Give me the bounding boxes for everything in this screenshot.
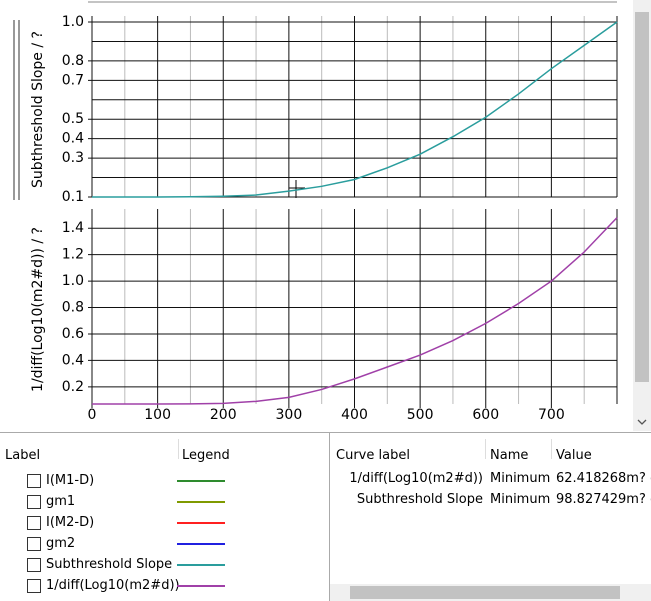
col-sep <box>178 439 179 459</box>
legend-row: gm2 <box>0 534 326 554</box>
checkbox[interactable] <box>27 579 41 593</box>
signal-label: gm1 <box>46 494 76 509</box>
legend-swatch <box>177 522 225 524</box>
signal-label: gm2 <box>46 536 76 551</box>
y-tick-label: 0.3 <box>62 150 84 166</box>
scroll-down[interactable] <box>633 415 651 431</box>
measure-table: Curve label Name Value 1/diff(Log10(m2#d)) M… <box>329 433 651 601</box>
measure-cell: 62.418268m? @ <box>556 471 651 486</box>
h-scrollbar[interactable] <box>330 584 651 601</box>
scroll-thumb[interactable] <box>635 12 649 382</box>
legend-row: I(M1-D) <box>0 471 326 491</box>
measure-cell: Minimum <box>490 492 551 507</box>
measure-cell: Subthreshold Slope <box>356 492 483 507</box>
column-header: Label <box>5 448 41 463</box>
y-tick-label: 0.4 <box>62 352 84 368</box>
bottom-panel: Label Legend I(M1-D) gm1 I(M2-D) gm2 Subthresh… <box>0 432 651 601</box>
y-tick-label: 1.0 <box>62 14 84 30</box>
plot-area: 0.1 0.3 0.4 0.5 0.7 0.8 1.0 Subthreshold Slope … <box>13 1 618 423</box>
measure-cell: Minimum <box>490 471 551 486</box>
legend-row: I(M2-D) <box>0 513 326 533</box>
column-header: Curve label <box>336 448 410 463</box>
legend-swatch <box>177 480 225 482</box>
legend-swatch <box>177 501 225 503</box>
signal-label: I(M1-D) <box>46 473 95 488</box>
y-tick-label: 0.7 <box>62 72 84 88</box>
col-sep <box>485 439 486 459</box>
y-tick-label: 0.8 <box>62 53 84 69</box>
checkbox[interactable] <box>27 516 41 530</box>
series-line <box>92 21 618 198</box>
x-tick-label: 300 <box>276 407 303 423</box>
col-sep <box>551 439 552 459</box>
checkbox[interactable] <box>27 474 41 488</box>
y-tick-label: 0.1 <box>62 189 84 205</box>
x-tick-label: 600 <box>472 407 499 423</box>
scrollbar[interactable] <box>633 0 651 431</box>
y-axis-title: 1/diff(Log10(m2#d)) / ? <box>30 227 46 392</box>
y-tick-label: 0.2 <box>62 379 84 395</box>
y-tick-label: 1.0 <box>62 273 84 289</box>
x-tick-label: 0 <box>88 407 97 423</box>
legend-swatch <box>177 564 225 566</box>
scroll-thumb[interactable] <box>350 586 620 599</box>
checkbox[interactable] <box>27 495 41 509</box>
x-tick-label: 500 <box>407 407 434 423</box>
checkbox[interactable] <box>27 537 41 551</box>
x-tick-label: 100 <box>144 407 171 423</box>
checkbox[interactable] <box>27 558 41 572</box>
measure-cell: 98.827429m? @ <box>556 492 651 507</box>
y-tick-label: 0.8 <box>62 300 84 316</box>
y-tick-label: 0.6 <box>62 326 84 342</box>
legend-row: Subthreshold Slope <box>0 555 326 575</box>
y-tick-label: 0.5 <box>62 111 84 127</box>
legend-swatch <box>177 543 225 545</box>
measure-cell: 1/diff(Log10(m2#d)) <box>349 471 483 486</box>
legend-table: Label Legend I(M1-D) gm1 I(M2-D) gm2 Subthresh… <box>0 433 326 601</box>
column-header: Legend <box>182 448 230 463</box>
signal-label: 1/diff(Log10(m2#d)) <box>46 578 180 593</box>
column-header: Name <box>490 448 529 463</box>
legend-row: 1/diff(Log10(m2#d)) <box>0 576 326 596</box>
y-tick-label: 1.2 <box>62 247 84 263</box>
x-tick-label: 400 <box>341 407 368 423</box>
series-line <box>92 217 618 405</box>
y-tick-label: 0.4 <box>62 131 84 147</box>
y-axis-title: Subthreshold Slope / ? <box>30 31 46 188</box>
x-tick-label: 200 <box>210 407 237 423</box>
x-tick-label: 700 <box>538 407 565 423</box>
signal-label: Subthreshold Slope <box>46 557 173 572</box>
legend-swatch <box>177 585 225 587</box>
y-tick-label: 1.4 <box>62 220 84 236</box>
signal-label: I(M2-D) <box>46 515 95 530</box>
legend-row: gm1 <box>0 492 326 512</box>
column-header: Value <box>556 448 592 463</box>
